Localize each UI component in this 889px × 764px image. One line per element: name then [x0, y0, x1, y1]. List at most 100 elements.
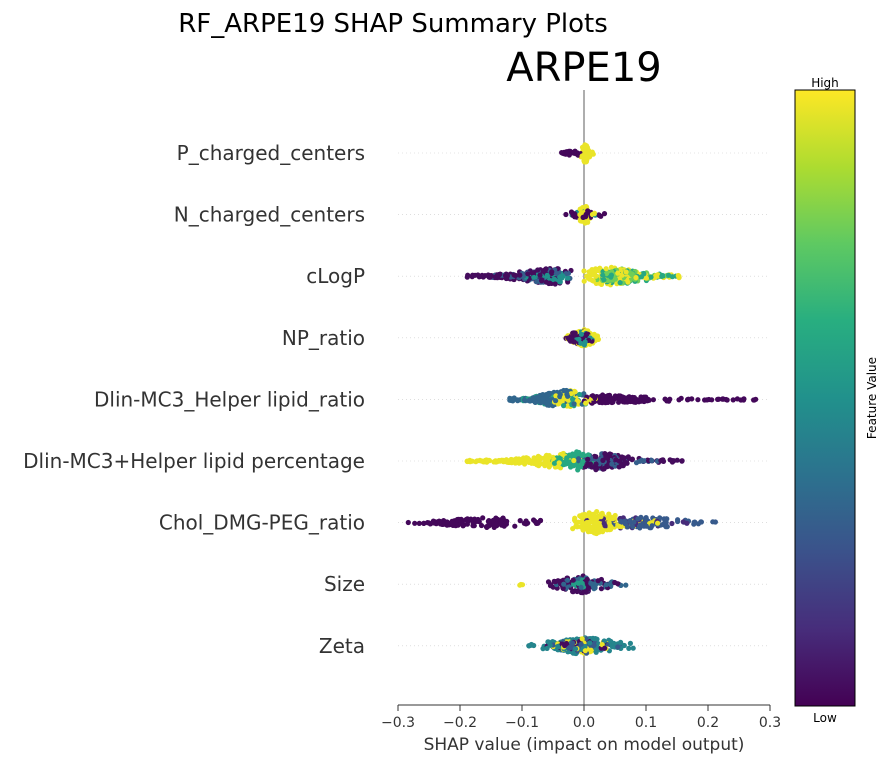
shap-point — [617, 395, 623, 401]
shap-point — [626, 645, 632, 652]
feature-label: Size — [324, 572, 365, 596]
shap-point — [565, 403, 571, 409]
shap-point — [679, 458, 685, 464]
shap-point — [530, 395, 537, 401]
shap-point — [579, 453, 586, 459]
shap-point — [572, 518, 579, 525]
shap-point — [591, 211, 597, 217]
shap-point — [597, 526, 603, 532]
shap-point — [608, 274, 614, 280]
feature-labels: P_charged_centers N_charged_centers cLogP N… — [23, 141, 365, 658]
shap-point — [557, 274, 563, 280]
shap-point — [583, 513, 589, 519]
shap-point — [655, 272, 661, 278]
shap-point — [603, 266, 609, 272]
shap-point — [555, 643, 561, 650]
shap-point — [617, 280, 623, 286]
feature-label: NP_ratio — [282, 326, 365, 350]
shap-point — [571, 581, 577, 587]
shap-point — [587, 519, 593, 525]
shap-point — [416, 520, 422, 527]
shap-point — [565, 279, 571, 285]
shap-point — [517, 582, 523, 588]
shap-point — [526, 397, 532, 404]
shap-point — [551, 460, 558, 466]
shap-point — [629, 394, 636, 400]
shap-point — [625, 279, 631, 285]
shap-point — [630, 645, 636, 651]
shap-point — [579, 580, 585, 587]
shap-point — [555, 578, 561, 584]
shap-point — [648, 274, 654, 280]
shap-point — [426, 520, 432, 526]
shap-point — [556, 460, 562, 466]
shap-point — [564, 391, 570, 397]
shap-point — [669, 520, 675, 527]
shap-point — [571, 211, 578, 217]
shap-point — [684, 520, 690, 526]
shap-point — [576, 391, 583, 398]
shap-point — [512, 523, 518, 529]
feature-label: Dlin-MC3+Helper lipid percentage — [23, 449, 365, 473]
feature-label: Zeta — [319, 634, 365, 658]
shap-point — [591, 514, 597, 521]
shap-point — [623, 397, 630, 403]
shap-point — [546, 639, 552, 645]
shap-point — [563, 211, 569, 218]
shap-point — [523, 455, 529, 461]
shap-point — [513, 456, 519, 462]
x-tick-label: 0.2 — [697, 715, 719, 731]
shap-point — [553, 398, 559, 404]
shap-point — [521, 397, 528, 403]
shap-point — [581, 152, 587, 158]
colorbar — [794, 89, 856, 707]
feature-label: cLogP — [306, 264, 365, 288]
shap-point — [575, 467, 581, 473]
shap-point — [595, 578, 601, 584]
shap-point — [547, 462, 554, 468]
shap-point — [630, 524, 636, 530]
shap-point — [572, 451, 579, 457]
x-tick-label: 0.3 — [759, 715, 781, 731]
shap-point — [547, 583, 554, 589]
shap-point — [574, 588, 580, 595]
shap-point — [608, 526, 614, 533]
shap-point — [600, 466, 606, 472]
shap-point — [495, 273, 501, 279]
shap-point — [738, 397, 744, 403]
shap-point — [631, 399, 637, 405]
feature-label: Dlin-MC3_Helper lipid_ratio — [94, 387, 365, 411]
colorbar-label: Feature Value — [865, 357, 879, 439]
shap-point — [603, 454, 609, 460]
shap-point — [562, 642, 568, 649]
shap-point — [584, 576, 590, 582]
shap-point — [629, 457, 635, 463]
shap-point — [565, 275, 571, 281]
shap-point — [608, 264, 615, 270]
shap-point — [494, 523, 500, 529]
shap-point — [594, 509, 600, 515]
shap-point — [616, 523, 622, 530]
shap-point — [537, 272, 543, 278]
shap-point — [568, 464, 574, 470]
shap-point — [503, 275, 509, 282]
chart-suptitle: RF_ARPE19 SHAP Summary Plots — [178, 9, 608, 39]
shap-point — [564, 150, 570, 156]
shap-point — [480, 515, 486, 521]
shap-point — [464, 274, 470, 280]
shap-point — [595, 336, 602, 342]
shap-point — [623, 582, 629, 588]
shap-point — [580, 214, 586, 220]
shap-point — [549, 269, 555, 275]
shap-point — [499, 457, 505, 463]
shap-point — [546, 453, 552, 459]
shap-point — [695, 397, 701, 403]
shap-point — [503, 519, 509, 526]
shap-point — [675, 272, 681, 279]
shap-point — [458, 519, 464, 526]
shap-point — [659, 272, 666, 279]
shap-point — [629, 272, 635, 278]
shap-point — [581, 158, 587, 164]
shap-point — [571, 457, 577, 464]
shap-point — [581, 278, 587, 284]
